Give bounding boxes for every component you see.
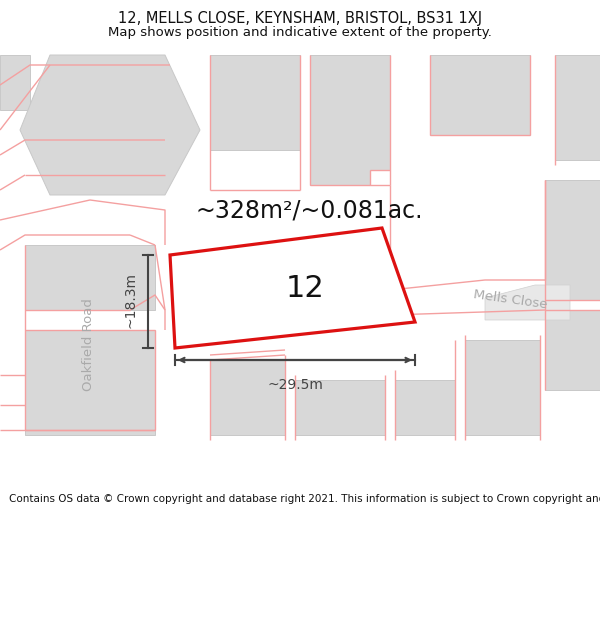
Polygon shape (545, 180, 600, 300)
Text: Map shows position and indicative extent of the property.: Map shows position and indicative extent… (108, 26, 492, 39)
Polygon shape (310, 55, 390, 185)
Polygon shape (465, 340, 540, 435)
Polygon shape (295, 380, 385, 435)
Text: Oakfield Road: Oakfield Road (82, 299, 95, 391)
Text: 12, MELLS CLOSE, KEYNSHAM, BRISTOL, BS31 1XJ: 12, MELLS CLOSE, KEYNSHAM, BRISTOL, BS31… (118, 11, 482, 26)
Text: ~29.5m: ~29.5m (267, 378, 323, 392)
Polygon shape (170, 228, 415, 348)
Polygon shape (485, 285, 570, 320)
Text: 12: 12 (286, 274, 325, 302)
Polygon shape (430, 55, 530, 135)
Polygon shape (25, 330, 155, 435)
Polygon shape (395, 380, 455, 435)
Polygon shape (210, 360, 285, 435)
Polygon shape (20, 55, 200, 195)
Text: ~18.3m: ~18.3m (123, 272, 137, 328)
Polygon shape (555, 55, 600, 160)
Polygon shape (0, 55, 30, 110)
Polygon shape (25, 245, 155, 310)
Text: Contains OS data © Crown copyright and database right 2021. This information is : Contains OS data © Crown copyright and d… (9, 494, 600, 504)
Polygon shape (210, 55, 300, 150)
Text: ~328m²/~0.081ac.: ~328m²/~0.081ac. (195, 198, 422, 222)
Polygon shape (545, 310, 600, 390)
Text: Mells Close: Mells Close (472, 288, 548, 312)
